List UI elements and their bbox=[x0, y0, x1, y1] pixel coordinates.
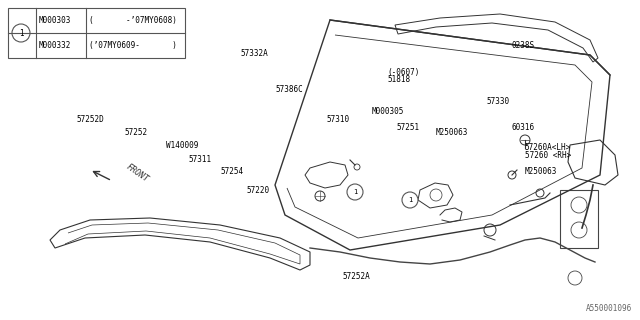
Text: W140009: W140009 bbox=[166, 141, 199, 150]
Circle shape bbox=[571, 222, 587, 238]
Text: 57332A: 57332A bbox=[240, 49, 268, 58]
Text: FRONT: FRONT bbox=[124, 162, 150, 184]
Circle shape bbox=[536, 189, 544, 197]
Circle shape bbox=[484, 224, 496, 236]
Text: 51818: 51818 bbox=[387, 76, 410, 84]
Text: 57260 <RH>: 57260 <RH> bbox=[525, 151, 571, 160]
Text: 1: 1 bbox=[19, 28, 23, 37]
Text: 57260A<LH>: 57260A<LH> bbox=[525, 143, 571, 152]
Text: 57311: 57311 bbox=[189, 156, 212, 164]
Circle shape bbox=[315, 191, 325, 201]
Text: M000332: M000332 bbox=[39, 41, 72, 50]
Circle shape bbox=[402, 192, 418, 208]
Text: 60316: 60316 bbox=[512, 123, 535, 132]
Text: 57251: 57251 bbox=[397, 124, 420, 132]
Text: M000305: M000305 bbox=[371, 108, 404, 116]
Text: 57310: 57310 bbox=[326, 116, 349, 124]
Text: M250063: M250063 bbox=[435, 128, 468, 137]
Circle shape bbox=[354, 164, 360, 170]
Circle shape bbox=[430, 189, 442, 201]
Circle shape bbox=[520, 135, 530, 145]
Text: (       -’07MY0608): ( -’07MY0608) bbox=[89, 16, 177, 25]
Circle shape bbox=[12, 24, 30, 42]
Text: A550001096: A550001096 bbox=[586, 304, 632, 313]
Circle shape bbox=[571, 197, 587, 213]
Bar bbox=[560, 190, 598, 248]
Text: 57330: 57330 bbox=[486, 97, 509, 106]
Text: 0238S: 0238S bbox=[512, 41, 535, 50]
Text: M000303: M000303 bbox=[39, 16, 72, 25]
Text: 57254: 57254 bbox=[221, 167, 244, 176]
Text: 57386C: 57386C bbox=[275, 85, 303, 94]
Circle shape bbox=[347, 184, 363, 200]
Text: 57252: 57252 bbox=[125, 128, 148, 137]
Text: (-0607): (-0607) bbox=[387, 68, 420, 77]
Text: M250063: M250063 bbox=[525, 167, 557, 176]
Text: 57252D: 57252D bbox=[77, 116, 104, 124]
Text: (’07MY0609-       ): (’07MY0609- ) bbox=[89, 41, 177, 50]
Circle shape bbox=[568, 271, 582, 285]
Circle shape bbox=[508, 171, 516, 179]
Text: 57252A: 57252A bbox=[342, 272, 370, 281]
Text: 1: 1 bbox=[408, 197, 412, 203]
Text: 57220: 57220 bbox=[246, 186, 269, 195]
Bar bbox=[8, 8, 185, 58]
Text: 1: 1 bbox=[353, 189, 357, 195]
